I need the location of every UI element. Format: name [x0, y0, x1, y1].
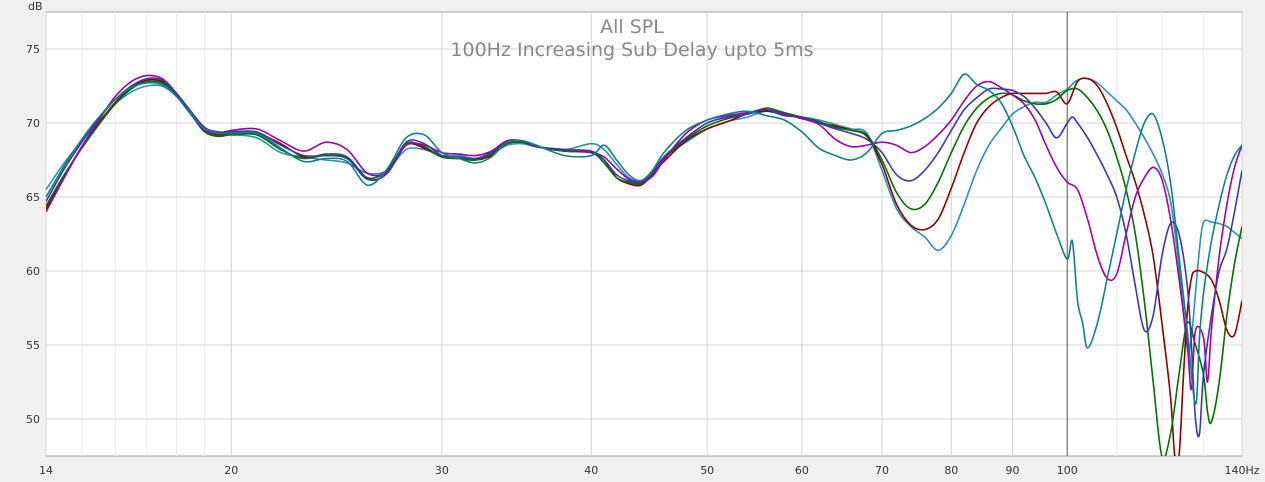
y-tick-label: 55 [26, 339, 40, 352]
series-line-5 [46, 77, 1242, 438]
series-lines [46, 73, 1242, 456]
x-tick-label: 20 [224, 464, 238, 477]
x-tick-label: 90 [1006, 464, 1020, 477]
x-tick-label: 140Hz [1224, 464, 1259, 477]
x-tick-label: 50 [700, 464, 714, 477]
series-line-6 [46, 73, 1242, 406]
y-tick-label: 50 [26, 413, 40, 426]
y-tick-label: 70 [26, 117, 40, 130]
x-tick-label: 14 [39, 464, 53, 477]
x-tick-label: 100 [1057, 464, 1078, 477]
x-tick-label: 60 [795, 464, 809, 477]
x-tick-label: 40 [584, 464, 598, 477]
y-axis-label: dB [28, 0, 43, 13]
y-tick-label: 65 [26, 191, 40, 204]
chart-subtitle: 100Hz Increasing Sub Delay upto 5ms [450, 39, 813, 61]
y-tick-label: 60 [26, 265, 40, 278]
y-tick-label: 75 [26, 43, 40, 56]
x-tick-label: 70 [875, 464, 889, 477]
y-gridlines [46, 48, 1242, 420]
chart-title: All SPL [600, 16, 664, 38]
series-line-3 [46, 80, 1242, 456]
x-tick-labels: 14 20 30 40 50 60 70 80 90 100 140Hz [39, 464, 1260, 477]
x-tick-label: 30 [435, 464, 449, 477]
y-tick-labels: 50 55 60 65 70 75 [26, 43, 40, 426]
x-tick-label: 80 [944, 464, 958, 477]
plot-area [45, 11, 1243, 457]
